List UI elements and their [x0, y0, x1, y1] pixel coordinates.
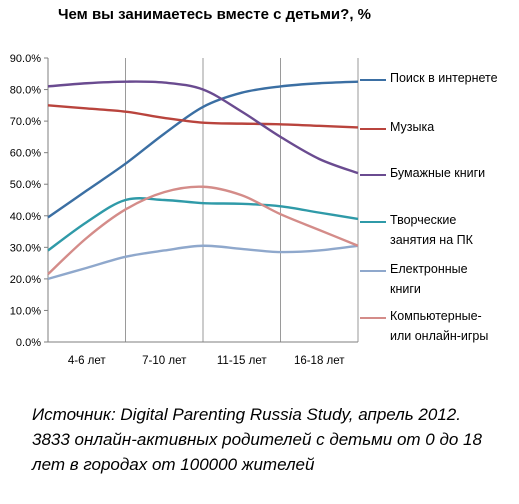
legend-swatch — [360, 79, 386, 81]
source-note: Источник: Digital Parenting Russia Study… — [32, 405, 482, 474]
series-line-5 — [47, 185, 359, 276]
x-tick-label: 16-18 лет — [294, 355, 345, 367]
y-tick-label: 70.0% — [10, 116, 41, 128]
series-line-4 — [47, 244, 359, 281]
y-tick-label: 50.0% — [10, 179, 41, 191]
legend-swatch — [360, 174, 386, 176]
y-tick-label: 10.0% — [10, 305, 41, 317]
y-tick-label: 60.0% — [10, 148, 41, 160]
x-tick-label: 11-15 лет — [217, 355, 267, 367]
chart-title: Чем вы занимаетесь вместе с детьми?, % — [58, 6, 371, 23]
series-line-0 — [47, 80, 359, 219]
series-line-3 — [47, 197, 359, 252]
y-tick-label: 30.0% — [10, 242, 41, 254]
y-tick-label: 90.0% — [10, 53, 41, 65]
line-chart: 0.0% 10.0% 20.0% 30.0% 40.0% 50.0% 60.0% 70.0% 8… — [10, 53, 359, 367]
x-tick-label: 7-10 лет — [142, 355, 187, 367]
legend-label: Компьютерные-или онлайн-игры — [390, 309, 489, 343]
legend-swatch — [360, 128, 386, 130]
legend-swatch — [360, 270, 386, 272]
series-line-2 — [47, 80, 359, 175]
legend-label: Поиск в интернете — [390, 71, 498, 85]
legend-label: Електронные книги — [390, 262, 468, 296]
series-line-1 — [47, 104, 359, 129]
legend-swatch — [360, 221, 386, 223]
legend-label: Музыка — [390, 120, 435, 134]
x-tick-label: 4-6 лет — [68, 355, 107, 367]
y-tick-label: 0.0% — [16, 337, 41, 349]
legend-label: Творческие занятия на ПК — [390, 213, 473, 247]
y-tick-label: 40.0% — [10, 211, 41, 223]
y-tick-label: 80.0% — [10, 85, 41, 97]
legend-label: Бумажные книги — [390, 166, 486, 180]
y-tick-label: 20.0% — [10, 274, 41, 286]
legend-swatch — [360, 317, 386, 319]
